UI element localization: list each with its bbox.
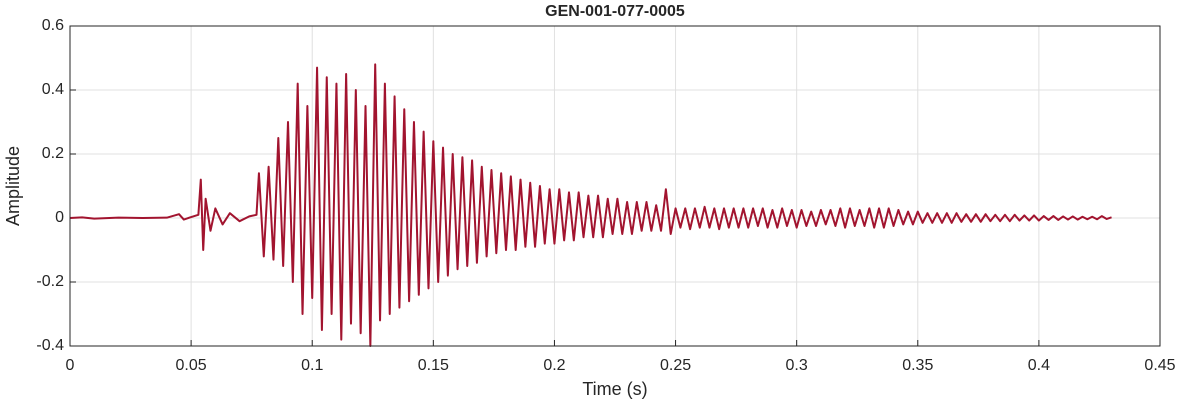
y-axis-label: Amplitude: [3, 146, 23, 226]
y-tick-label: 0.6: [42, 17, 64, 34]
x-tick-label: 0.4: [1028, 357, 1050, 374]
chart-title: GEN-001-077-0005: [545, 3, 685, 20]
y-tick-label: 0.4: [42, 81, 64, 98]
x-tick-label: 0.3: [786, 357, 808, 374]
y-tick-label: 0: [55, 209, 64, 226]
x-tick-label: 0.25: [660, 357, 691, 374]
y-tick-label: -0.2: [36, 273, 64, 290]
x-tick-label: 0.05: [176, 357, 207, 374]
y-tick-label: 0.2: [42, 145, 64, 162]
plot-border: [69, 25, 1161, 347]
x-tick-label: 0.1: [301, 357, 323, 374]
x-axis-label: Time (s): [582, 379, 647, 399]
x-tick-label: 0.15: [418, 357, 449, 374]
x-tick-label: 0.45: [1144, 357, 1175, 374]
waveform-line: [69, 63, 1112, 347]
x-tick-label: 0.35: [902, 357, 933, 374]
x-tick-label: 0: [66, 357, 75, 374]
x-tick-label: 0.2: [543, 357, 565, 374]
y-tick-label: -0.4: [36, 337, 64, 354]
plot-area: [70, 26, 1160, 346]
